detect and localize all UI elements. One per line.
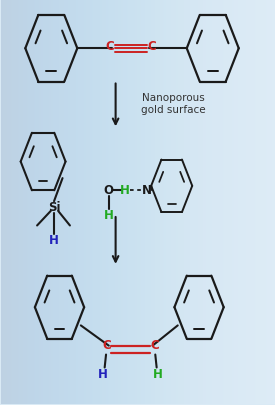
Text: H: H	[120, 184, 130, 197]
Text: C: C	[148, 40, 156, 53]
Text: C: C	[105, 40, 114, 53]
Text: Si: Si	[48, 200, 60, 213]
Text: C: C	[102, 338, 111, 351]
Text: O: O	[104, 184, 114, 197]
Text: H: H	[49, 233, 59, 246]
Text: H: H	[153, 367, 163, 380]
Text: H: H	[98, 367, 108, 380]
Text: H: H	[104, 209, 114, 222]
Text: Nanoporous
gold surface: Nanoporous gold surface	[141, 93, 205, 114]
Text: C: C	[150, 338, 159, 351]
Text: N: N	[142, 184, 152, 197]
